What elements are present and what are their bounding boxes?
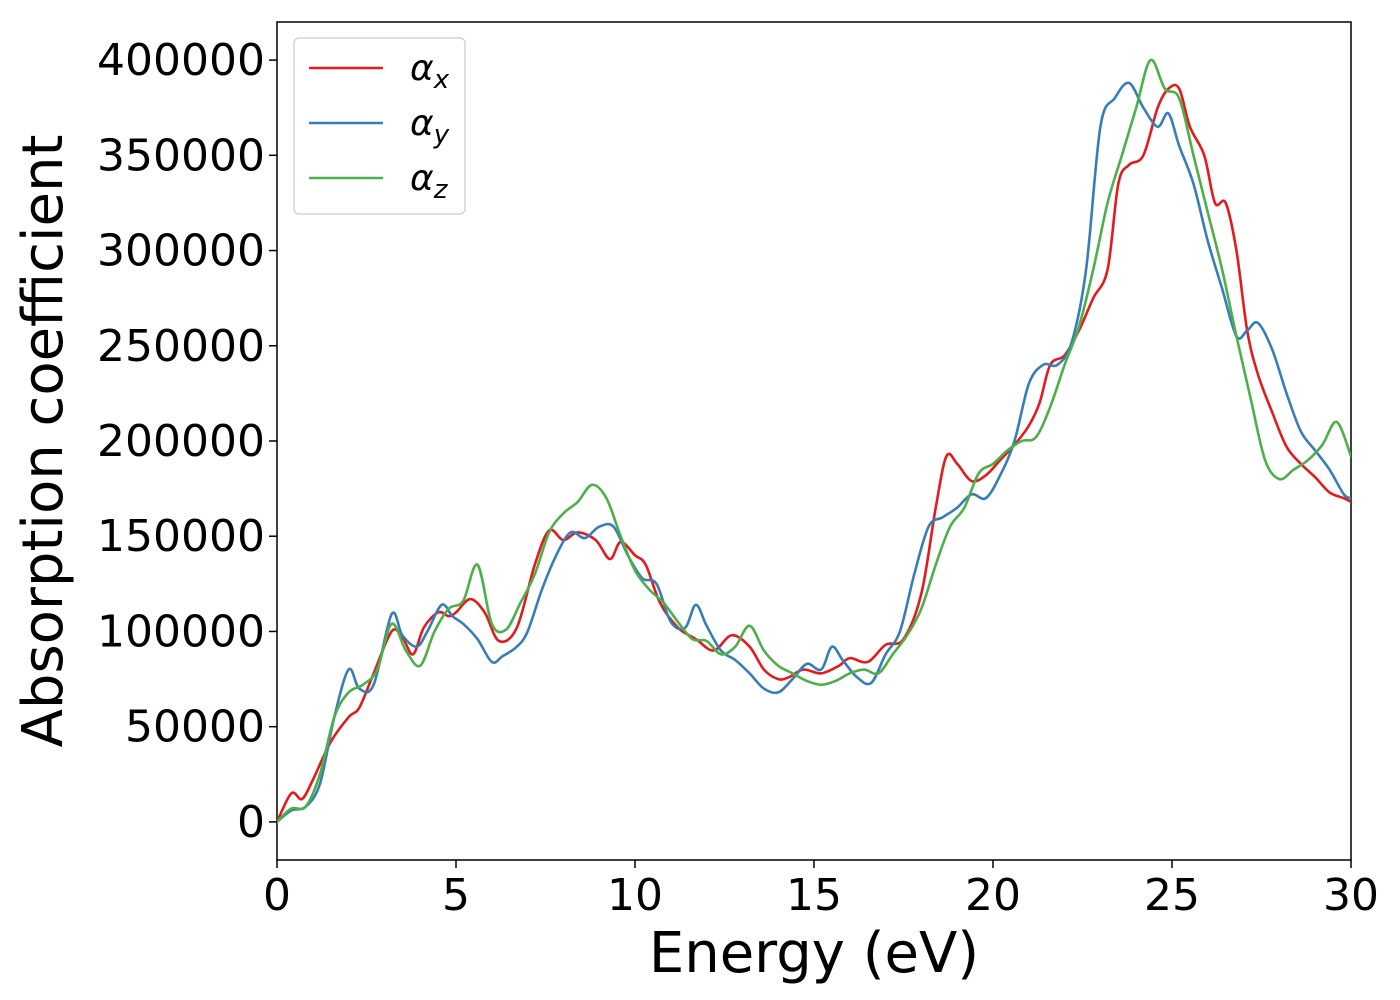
x-tick-label: 10	[607, 870, 663, 921]
series-line-z	[277, 58, 1351, 824]
x-tick-label: 15	[786, 870, 842, 921]
legend-subscript: y	[433, 120, 450, 150]
y-tick-label: 300000	[97, 226, 265, 277]
y-tick-label: 100000	[97, 606, 265, 657]
series-line-x	[277, 83, 1351, 824]
y-tick-label: 0	[237, 797, 265, 848]
y-tick-label: 400000	[97, 35, 265, 86]
x-tick-label: 0	[263, 870, 291, 921]
x-tick-label: 30	[1323, 870, 1379, 921]
legend-subscript: z	[433, 175, 449, 205]
y-tick-label: 150000	[97, 511, 265, 562]
series-layer	[277, 58, 1351, 824]
y-tick-label: 250000	[97, 321, 265, 372]
x-tick-label: 20	[965, 870, 1021, 921]
legend-subscript: x	[433, 65, 450, 95]
series-line-y	[277, 81, 1351, 824]
y-axis-label: Absorption coefficient	[11, 135, 76, 748]
x-axis: 0 5 10 15 20 25 30	[263, 860, 1379, 921]
x-tick-label: 25	[1144, 870, 1200, 921]
x-axis-label: Energy (eV)	[649, 921, 979, 986]
y-tick-label: 350000	[97, 130, 265, 181]
y-tick-label: 200000	[97, 416, 265, 467]
x-tick-label: 5	[442, 870, 470, 921]
legend-box	[293, 37, 466, 215]
y-tick-label: 50000	[125, 702, 265, 753]
y-axis: 0 50000 100000 150000 200000 250000 300000 3500…	[97, 35, 277, 848]
